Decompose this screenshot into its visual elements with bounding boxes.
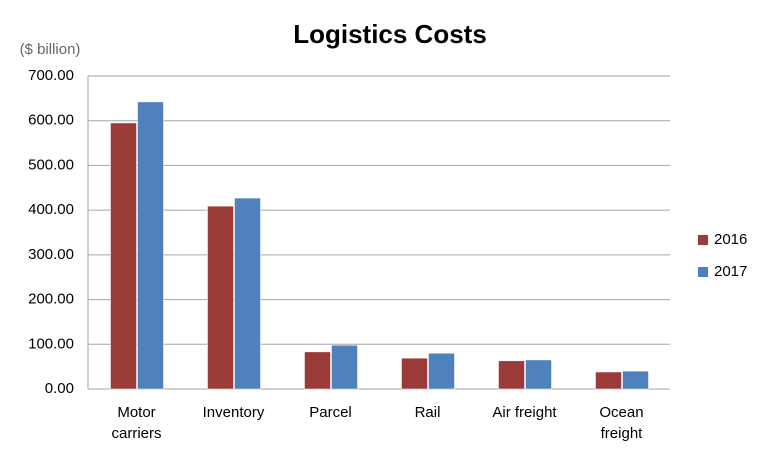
- bar: [207, 205, 234, 390]
- bar: [110, 122, 137, 390]
- x-tick-label: Rail: [414, 404, 441, 421]
- y-tick-label: 600.00: [28, 112, 74, 129]
- bar: [595, 371, 622, 390]
- y-tick-label: 400.00: [28, 201, 74, 218]
- bar: [234, 197, 261, 390]
- bar: [498, 360, 525, 390]
- legend-swatch: [698, 267, 708, 277]
- y-tick-label: 700.00: [28, 67, 74, 84]
- chart-title: Logistics Costs: [293, 19, 487, 49]
- bar: [137, 101, 164, 390]
- x-tick-label: Parcel: [309, 404, 352, 421]
- y-axis-label: ($ billion): [20, 41, 81, 58]
- y-tick-label: 500.00: [28, 156, 74, 173]
- bar: [304, 351, 331, 390]
- bar: [525, 359, 552, 390]
- bar: [622, 370, 649, 390]
- x-tick-label: Inventory: [202, 404, 265, 421]
- legend-swatch: [698, 235, 708, 245]
- legend-label: 2017: [714, 263, 747, 280]
- bar: [331, 344, 358, 390]
- y-tick-label: 100.00: [28, 335, 74, 352]
- y-tick-label: 0.00: [45, 380, 74, 397]
- y-tick-label: 300.00: [28, 246, 74, 263]
- x-tick-label: Motor carriers: [111, 404, 162, 442]
- legend-label: 2016: [714, 231, 747, 248]
- bar: [428, 352, 455, 390]
- x-tick-label: Ocean freight: [599, 404, 644, 442]
- y-tick-label: 200.00: [28, 291, 74, 308]
- bar: [401, 357, 428, 390]
- x-tick-label: Air freight: [492, 404, 557, 421]
